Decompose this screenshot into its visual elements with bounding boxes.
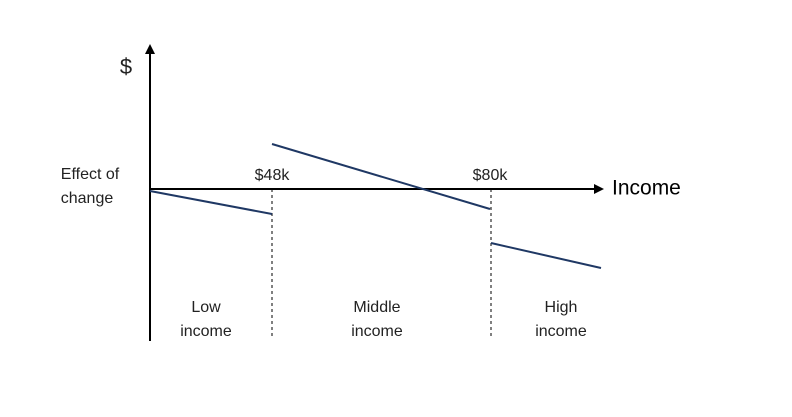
y-axis-label: $	[120, 54, 132, 79]
y-axis-caption: Effect of	[61, 166, 120, 183]
region-label: income	[535, 323, 587, 340]
region-label: High	[545, 299, 578, 316]
effect-segment	[490, 242, 602, 269]
region-label: Low	[191, 299, 221, 316]
y-axis-caption: change	[61, 190, 114, 207]
threshold-label: $48k	[255, 167, 291, 184]
effect-segment	[271, 143, 491, 210]
effect-segment	[149, 190, 273, 215]
region-label: income	[351, 323, 403, 340]
region-label: Middle	[353, 299, 400, 316]
threshold-label: $80k	[473, 167, 509, 184]
x-axis-label: Income	[612, 177, 681, 200]
region-label: income	[180, 323, 232, 340]
